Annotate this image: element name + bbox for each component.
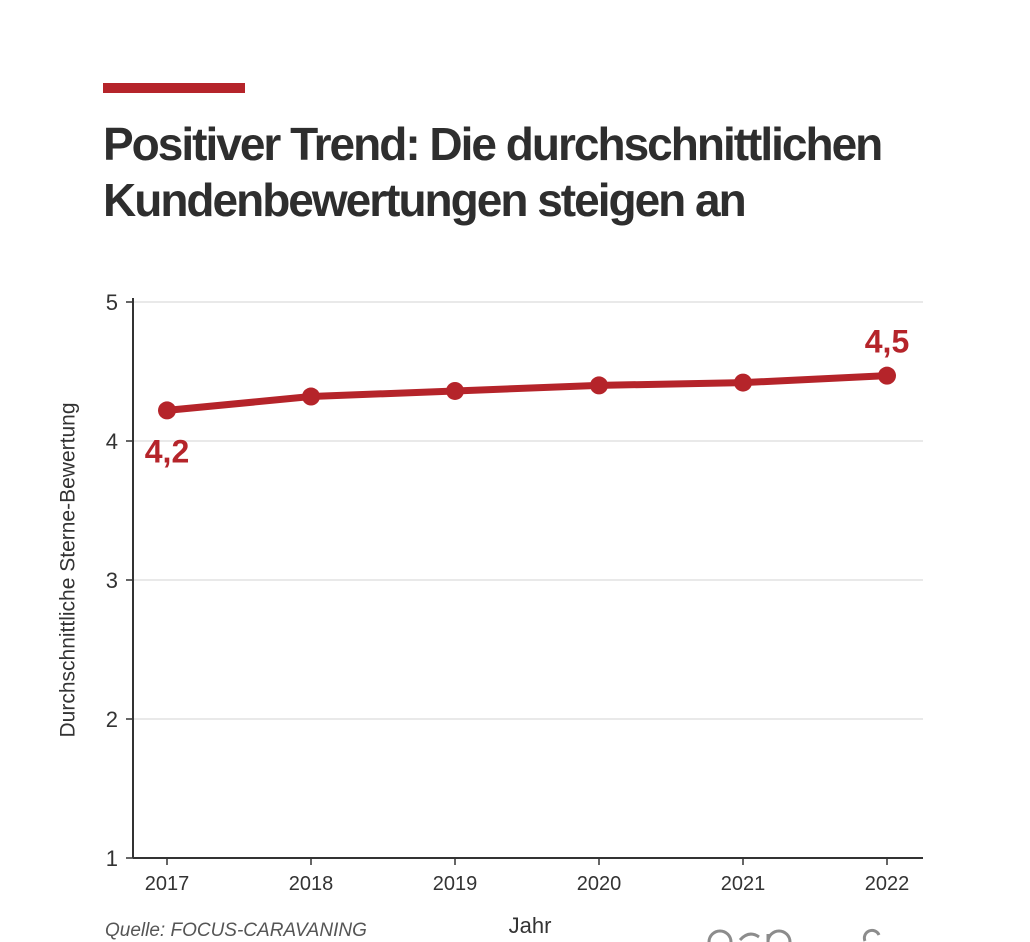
- asp-logo-a-arc: [707, 929, 733, 942]
- gridlines: [133, 301, 923, 720]
- data-point-2017: [158, 401, 176, 420]
- y-tick-label-4: 4: [106, 429, 118, 454]
- accent-bar: [103, 83, 245, 93]
- y-tick-label-1: 1: [106, 846, 118, 871]
- line-chart: Durchschnittliche Sterne-Bewertung 1 2 3 4 5…: [57, 290, 923, 895]
- y-tick-label-2: 2: [106, 707, 118, 732]
- y-tick-label-5: 5: [106, 290, 118, 315]
- data-point-2019: [446, 381, 464, 400]
- source-note: Quelle: FOCUS-CARAVANING: [105, 920, 367, 941]
- x-tick-label-2021: 2021: [721, 873, 766, 895]
- x-tick-label-2019: 2019: [433, 873, 478, 895]
- x-tick-label-2018: 2018: [289, 873, 334, 895]
- x-tick-label-2022: 2022: [865, 873, 910, 895]
- x-tick-label-2020: 2020: [577, 873, 622, 895]
- data-label-2022: 4,5: [865, 324, 909, 360]
- x-axis-label: Jahr: [508, 913, 552, 938]
- data-point-2022: [878, 366, 896, 385]
- x-tick-label-2017: 2017: [145, 873, 190, 895]
- series-group: [158, 366, 896, 420]
- data-labels: 4,2 4,5: [145, 324, 909, 470]
- asp-logo: [707, 929, 792, 942]
- chart-title: Positiver Trend: Die durchschnittlichen …: [103, 118, 883, 226]
- data-point-2021: [734, 373, 752, 392]
- data-point-2018: [302, 387, 320, 406]
- partner-logo-loop: [862, 928, 881, 942]
- y-axis-label: Durchschnittliche Sterne-Bewertung: [57, 403, 80, 738]
- series-line-0: [163, 372, 891, 414]
- data-label-2017: 4,2: [145, 433, 189, 469]
- asp-logo-p-arc: [766, 929, 792, 942]
- axes: 1 2 3 4 5 2017 2018 2019 2020 2021 2022: [106, 290, 923, 895]
- y-tick-label-3: 3: [106, 568, 118, 593]
- partner-logo: [862, 928, 881, 942]
- data-point-2020: [590, 376, 608, 395]
- asp-logo-s-arc: [738, 932, 760, 942]
